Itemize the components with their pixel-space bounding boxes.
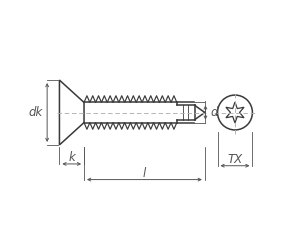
Text: dk: dk: [28, 106, 42, 119]
Text: l: l: [143, 167, 146, 180]
Text: d: d: [210, 106, 218, 119]
Text: k: k: [68, 151, 75, 164]
Text: TX: TX: [227, 153, 242, 166]
